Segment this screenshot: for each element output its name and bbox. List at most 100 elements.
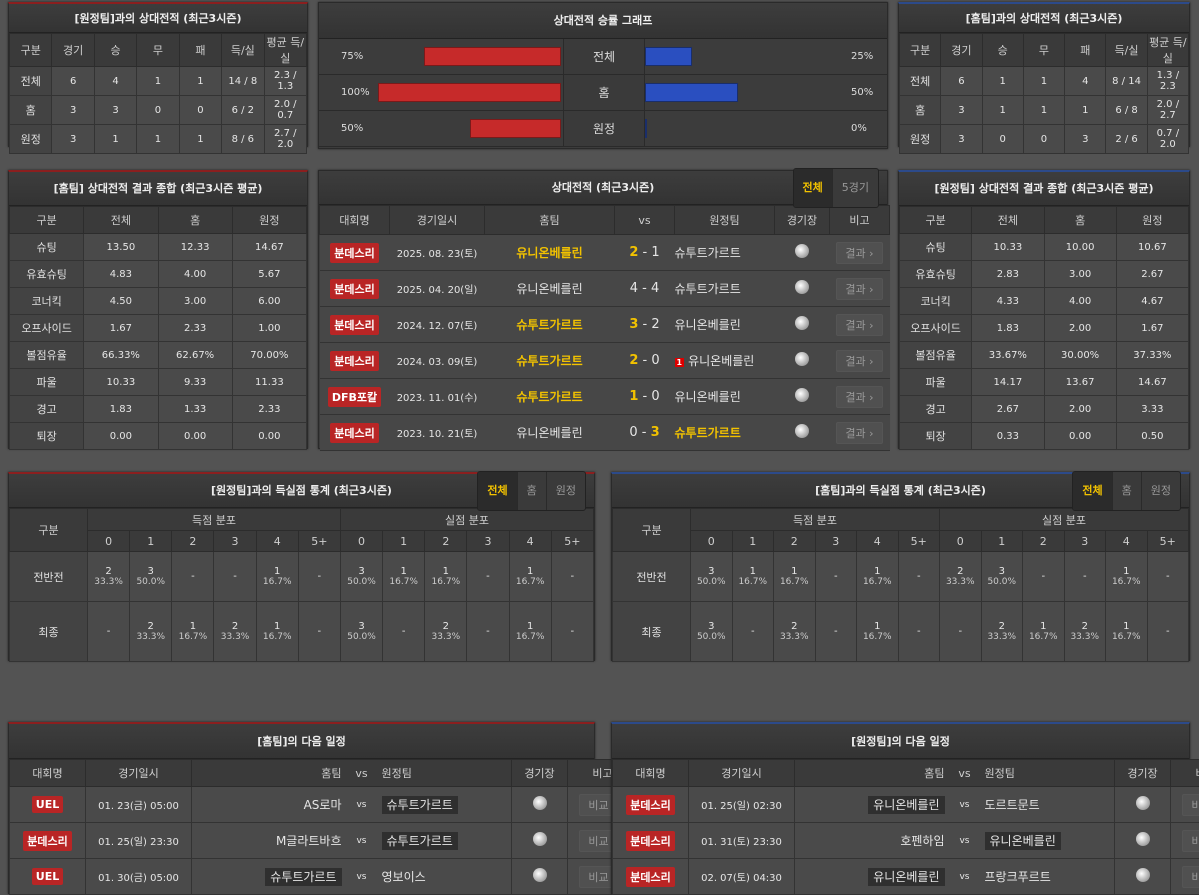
tab-all[interactable]: 전체 — [1073, 472, 1111, 510]
stadium-icon[interactable] — [533, 796, 547, 810]
tab-home[interactable]: 홈 — [1112, 472, 1141, 510]
column-header: 원정 — [1116, 207, 1188, 234]
column-header: 홈팀 — [485, 206, 615, 235]
stadium-icon[interactable] — [1136, 796, 1150, 810]
result-button[interactable]: 결과 › — [836, 314, 882, 336]
tab-all[interactable]: 전체 — [478, 472, 516, 510]
count: 1 — [527, 566, 533, 577]
away-team[interactable]: 슈투트가르트 — [675, 246, 741, 260]
table-cell: 6 / 2 — [222, 96, 264, 125]
away-team[interactable]: 도르트문트 — [985, 798, 1040, 812]
bucket-header: 2 — [1023, 531, 1065, 552]
home-team[interactable]: 슈투트가르트 — [485, 343, 615, 379]
table-cell: 30.00% — [1044, 342, 1116, 369]
stadium-icon[interactable] — [795, 424, 809, 438]
stadium-icon[interactable] — [795, 280, 809, 294]
stadium-icon[interactable] — [533, 868, 547, 882]
compare-button[interactable]: 비교 › — [1182, 830, 1199, 852]
result-button[interactable]: 결과 › — [836, 386, 882, 408]
league-badge[interactable]: UEL — [32, 868, 63, 885]
away-team[interactable]: 슈투트가르트 — [675, 426, 741, 440]
away-team[interactable]: 유니온베를린 — [675, 390, 741, 404]
league-badge[interactable]: UEL — [32, 796, 63, 813]
home-team[interactable]: 유니온베를린 — [485, 415, 615, 451]
away-team[interactable]: 슈투트가르트 — [675, 282, 741, 296]
tab-away[interactable]: 원정 — [1141, 472, 1180, 510]
table-cell: 1.83 — [84, 396, 158, 423]
result-button[interactable]: 결과 › — [836, 350, 882, 372]
away-team[interactable]: 유니온베를린 — [675, 318, 741, 332]
percentage: 16.7% — [1106, 577, 1147, 587]
count: 1 — [874, 621, 880, 632]
home-team[interactable]: 유니온베를린 — [485, 235, 615, 271]
tab-5-games[interactable]: 5경기 — [832, 169, 878, 207]
match-date: 01. 23(금) 05:00 — [86, 787, 192, 823]
league-badge[interactable]: 분데스리 — [330, 423, 378, 443]
stadium-icon[interactable] — [1136, 832, 1150, 846]
home-team[interactable]: 유니온베를린 — [868, 868, 944, 886]
count: - — [958, 626, 962, 637]
percentage: 16.7% — [510, 577, 551, 587]
home-team[interactable]: 슈투트가르트 — [265, 868, 341, 886]
league-badge[interactable]: DFB포칼 — [328, 387, 381, 407]
home-team[interactable]: AS로마 — [304, 798, 342, 812]
row-label: 홈 — [900, 96, 941, 125]
compare-button[interactable]: 비교 › — [1182, 866, 1199, 888]
bucket-header: 0 — [691, 531, 733, 552]
away-team[interactable]: 슈투트가르트 — [382, 832, 458, 850]
home-team[interactable]: 유니온베를린 — [485, 271, 615, 307]
away-team[interactable]: 영보이스 — [382, 870, 426, 884]
compare-button[interactable]: 비교 › — [1182, 794, 1199, 816]
home-team[interactable]: 슈투트가르트 — [485, 379, 615, 415]
league-badge[interactable]: 분데스리 — [330, 315, 378, 335]
result-button[interactable]: 결과 › — [836, 242, 882, 264]
league-badge[interactable]: 분데스리 — [330, 279, 378, 299]
result-button[interactable]: 결과 › — [836, 278, 882, 300]
league-badge[interactable]: 분데스리 — [626, 831, 674, 851]
stadium-icon[interactable] — [795, 352, 809, 366]
stadium-icon[interactable] — [795, 316, 809, 330]
league-badge[interactable]: 분데스리 — [330, 351, 378, 371]
stadium-icon[interactable] — [795, 388, 809, 402]
tab-away[interactable]: 원정 — [546, 472, 585, 510]
bucket-header: 1 — [981, 531, 1023, 552]
percentage: 16.7% — [733, 577, 774, 587]
home-team[interactable]: 호펜하임 — [900, 834, 944, 848]
stadium-icon[interactable] — [795, 244, 809, 258]
table-cell: 0.00 — [232, 423, 306, 450]
count: - — [233, 571, 237, 582]
stadium-icon[interactable] — [533, 832, 547, 846]
league-badge[interactable]: 분데스리 — [23, 831, 71, 851]
away-team[interactable]: 프랑크푸르트 — [985, 870, 1051, 884]
league-badge[interactable]: 분데스리 — [330, 243, 378, 263]
tab-all[interactable]: 전체 — [794, 169, 832, 207]
column-header: 무 — [137, 34, 179, 67]
home-team[interactable]: 유니온베를린 — [868, 796, 944, 814]
home-team[interactable]: 슈투트가르트 — [485, 307, 615, 343]
home-team[interactable]: M글라트바흐 — [276, 834, 342, 848]
away-team[interactable]: 유니온베를린 — [688, 354, 754, 368]
result-button[interactable]: 결과 › — [836, 422, 882, 444]
column-header: 홈팀 — [795, 760, 945, 787]
percentage: 16.7% — [774, 577, 815, 587]
league-badge[interactable]: 분데스리 — [626, 867, 674, 887]
tab-home[interactable]: 홈 — [517, 472, 546, 510]
away-team[interactable]: 슈투트가르트 — [382, 796, 458, 814]
stadium-icon[interactable] — [1136, 868, 1150, 882]
league-badge[interactable]: 분데스리 — [626, 795, 674, 815]
match-date: 01. 25(일) 23:30 — [86, 823, 192, 859]
away-team[interactable]: 유니온베를린 — [985, 832, 1061, 850]
row-label: 홈 — [10, 96, 52, 125]
